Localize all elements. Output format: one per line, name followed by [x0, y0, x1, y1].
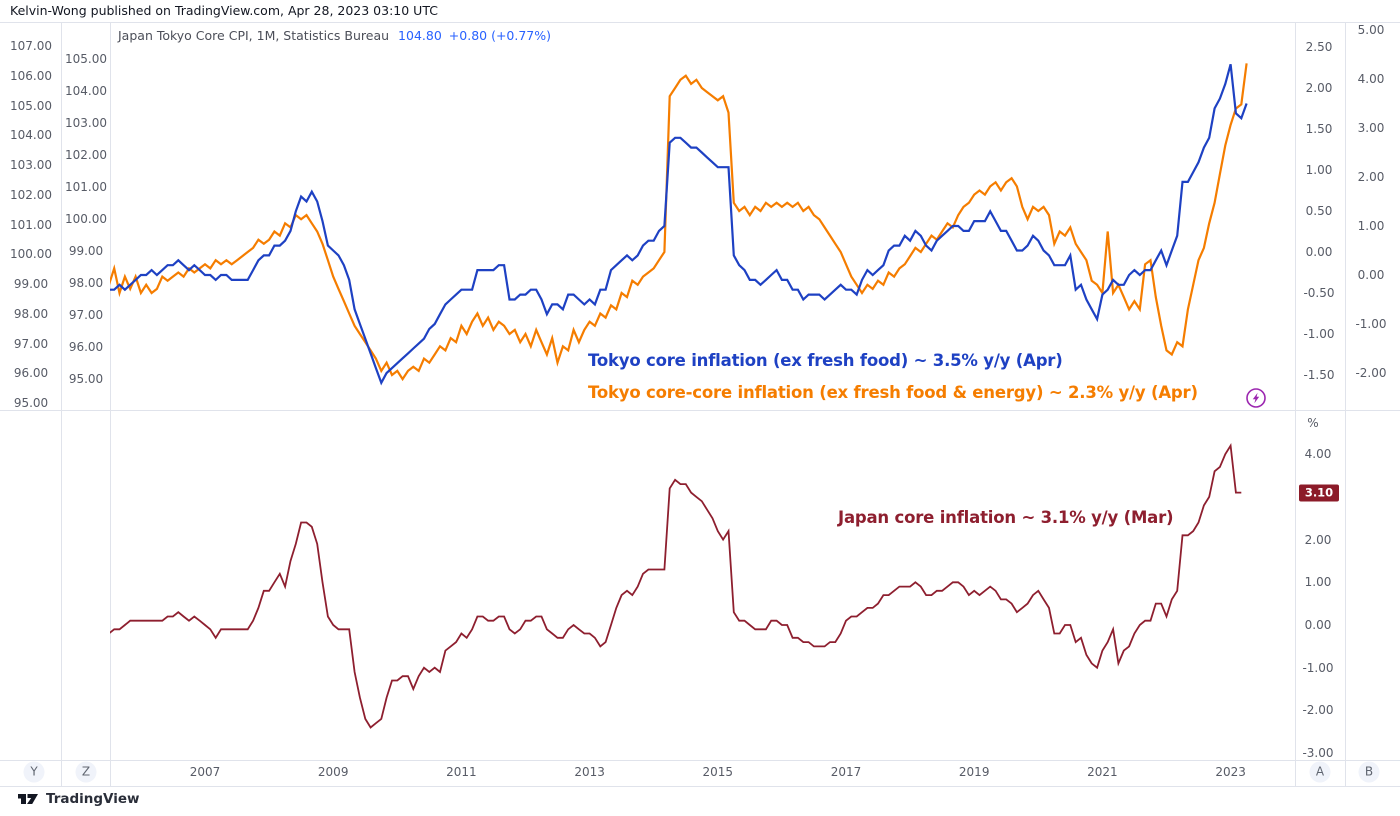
- time-tick-label: 2011: [446, 765, 477, 779]
- time-tick-label: 2007: [189, 765, 221, 779]
- axis-tick-label: 5.00: [1357, 23, 1385, 37]
- axis-tick-label: 102.00: [10, 187, 52, 202]
- axis-tick-label: 1.00: [1304, 575, 1332, 590]
- scale-button-b[interactable]: B: [1358, 761, 1380, 783]
- axis-tick-label: 100.00: [10, 247, 52, 262]
- axis-tick-label: 1.50: [1305, 122, 1333, 136]
- time-tick-label: 2013: [574, 765, 605, 779]
- axis-tick-label: 97.00: [68, 308, 104, 322]
- annotation-tokyo-core-core[interactable]: Tokyo core-core inflation (ex fresh food…: [588, 383, 1198, 402]
- axis-tick-label: 95.00: [68, 372, 104, 386]
- axis-tick-label: 2.00: [1305, 81, 1333, 95]
- left-scale-divider: [61, 22, 62, 786]
- axis-tick-label: 0.00: [1304, 618, 1332, 632]
- plot-left-border: [110, 22, 111, 786]
- axis-tick-label: 3.00: [1357, 121, 1385, 135]
- axis-tick-label: -1.00: [1303, 327, 1335, 341]
- tokyo-core-line[interactable]: [109, 64, 1248, 386]
- tradingview-mark-icon: [18, 794, 38, 804]
- axis-tick-label: -1.00: [1302, 660, 1334, 675]
- scale-button-a[interactable]: A: [1309, 761, 1331, 783]
- axis-tick-label: 4.00: [1304, 447, 1332, 462]
- time-tick-label: 2019: [958, 765, 990, 779]
- plot-right-border: [1295, 22, 1296, 786]
- legend-title: Japan Tokyo Core CPI, 1M, Statistics Bur…: [118, 28, 390, 43]
- chart-top-border: [0, 22, 1400, 23]
- right-scale-divider: [1345, 22, 1346, 786]
- axis-tick-label: 2.00: [1304, 532, 1332, 547]
- chart-legend[interactable]: Japan Tokyo Core CPI, 1M, Statistics Bur…: [118, 28, 551, 43]
- axis-tick-label: 99.00: [68, 244, 104, 258]
- scale-button-y[interactable]: Y: [23, 761, 45, 783]
- lightning-icon[interactable]: [1246, 388, 1266, 408]
- legend-change: +0.80 (+0.77%): [448, 28, 552, 43]
- time-tick-label: 2015: [702, 765, 734, 779]
- byline: Kelvin-Wong published on TradingView.com…: [10, 3, 438, 18]
- axis-tick-label: 99.00: [13, 277, 49, 291]
- axis-tick-label: 0.00: [1305, 245, 1333, 259]
- axis-tick-label: -3.00: [1302, 746, 1334, 761]
- axis-tick-label: 4.00: [1357, 72, 1385, 86]
- axis-tick-label: -0.50: [1303, 286, 1335, 300]
- panel-divider[interactable]: [0, 410, 1400, 411]
- time-tick-label: 2023: [1215, 765, 1246, 779]
- time-tick-label: 2021: [1087, 765, 1118, 779]
- legend-last-value: 104.80: [398, 28, 442, 43]
- axis-unit-label: %: [1307, 416, 1319, 430]
- axis-tick-label: 102.00: [65, 148, 107, 162]
- axis-tick-label: 100.00: [65, 212, 107, 226]
- scale-button-z[interactable]: Z: [75, 761, 97, 783]
- axis-tick-label: -2.00: [1355, 366, 1387, 380]
- axis-tick-label: 107.00: [10, 39, 52, 53]
- axis-tick-label: 104.00: [10, 128, 52, 143]
- axis-tick-label: -1.50: [1303, 368, 1335, 382]
- axis-tick-label: 2.00: [1357, 170, 1385, 184]
- axis-tick-label: 101.00: [65, 180, 107, 194]
- chart-bottom-border: [0, 786, 1400, 787]
- tokyo-core-core-line[interactable]: [109, 63, 1248, 382]
- axis-tick-label: 103.00: [65, 116, 107, 130]
- axis-tick-label: -1.00: [1355, 317, 1387, 331]
- axis-tick-label: 96.00: [13, 366, 49, 381]
- time-tick-label: 2017: [830, 765, 862, 779]
- axis-tick-label: 97.00: [13, 336, 49, 351]
- axis-tick-label: 98.00: [68, 276, 104, 290]
- axis-tick-label: 103.00: [10, 158, 52, 172]
- last-value-badge: 3.10: [1299, 484, 1339, 502]
- axis-tick-label: 98.00: [13, 306, 49, 321]
- annotation-tokyo-core[interactable]: Tokyo core inflation (ex fresh food) ~ 3…: [588, 351, 1063, 370]
- japan-core-line[interactable]: [109, 443, 1242, 729]
- axis-tick-label: 1.00: [1357, 219, 1385, 233]
- annotation-japan-core[interactable]: Japan core inflation ~ 3.1% y/y (Mar): [838, 508, 1174, 527]
- axis-tick-label: 0.50: [1305, 204, 1333, 218]
- axis-tick-label: 105.00: [65, 52, 107, 66]
- axis-tick-label: 105.00: [10, 98, 52, 113]
- tradingview-logo[interactable]: TradingView: [17, 791, 140, 807]
- axis-tick-label: 96.00: [68, 340, 104, 354]
- axis-tick-label: -2.00: [1302, 703, 1334, 718]
- time-axis-top-border: [0, 760, 1400, 761]
- time-tick-label: 2009: [317, 765, 349, 779]
- axis-tick-label: 0.00: [1357, 268, 1385, 282]
- axis-tick-label: 2.50: [1305, 40, 1333, 54]
- axis-tick-label: 101.00: [10, 217, 52, 232]
- axis-tick-label: 104.00: [65, 84, 107, 98]
- axis-tick-label: 95.00: [13, 396, 49, 410]
- axis-tick-label: 1.00: [1305, 163, 1333, 177]
- axis-tick-label: 106.00: [10, 68, 52, 83]
- brand-text: TradingView: [46, 791, 140, 807]
